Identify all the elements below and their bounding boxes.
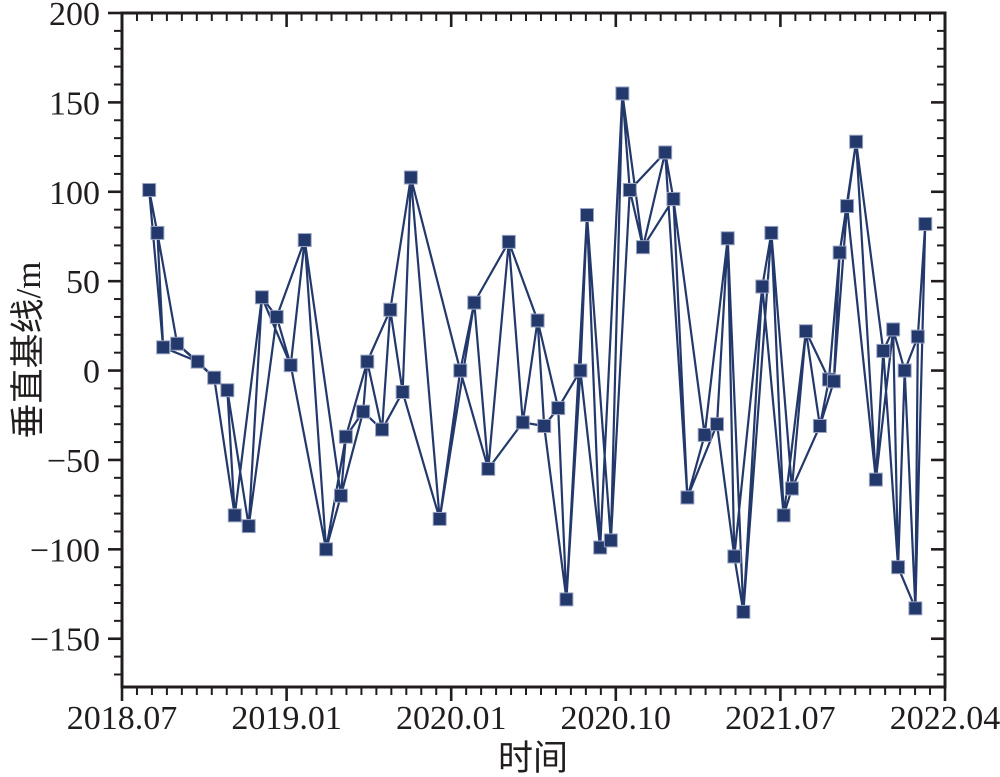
data-point-marker [467,295,482,310]
data-point-marker [283,358,298,373]
x-tick-label: 2020.10 [561,700,672,737]
data-point-marker [622,182,637,197]
data-point-marker [680,490,695,505]
data-point-marker [764,225,779,240]
pair-network-edges [148,93,927,613]
data-point-marker [537,418,552,433]
data-point-marker [254,290,269,305]
data-point-marker [776,508,791,523]
data-point-marker [190,354,205,369]
x-tick-label: 2022.04 [890,700,1000,737]
data-point-marker [551,401,566,416]
data-point-marker [170,336,185,351]
data-point-marker [849,134,864,149]
data-point-marker [333,488,348,503]
x-tick-label: 2020.01 [396,700,507,737]
data-point-marker [403,170,418,185]
y-tick-label: −100 [30,532,100,569]
data-point-marker [784,481,799,496]
data-point-marker [383,302,398,317]
data-point-marker [297,233,312,248]
data-point-marker [207,370,222,385]
data-point-marker [375,422,390,437]
data-point-marker [666,191,681,206]
y-tick-label: 0 [83,354,100,391]
data-point-marker [338,429,353,444]
data-point-marker [579,208,594,223]
data-point-marker [481,461,496,476]
data-point-marker [453,363,468,378]
data-point-marker [227,508,242,523]
data-point-marker [515,415,530,430]
data-point-marker [755,279,770,294]
x-tick-label: 2018.07 [67,700,178,737]
y-tick-label: 50 [66,264,100,301]
plot-frame [120,11,947,689]
data-point-marker [150,225,165,240]
axis-ticks [108,11,947,701]
data-point-marker [360,354,375,369]
data-point-marker [658,145,673,160]
data-point-marker [593,540,608,555]
x-tick-label: 2019.01 [231,700,342,737]
y-tick-label: 100 [49,175,100,212]
data-point-marker [635,240,650,255]
data-point-marker [910,329,925,344]
data-point-marker [603,533,618,548]
data-point-marker [832,245,847,260]
data-point-marker [897,363,912,378]
data-point-marker [727,549,742,564]
data-point-marker [736,604,751,619]
data-point-marker [891,560,906,575]
y-axis-title: 垂直基线/m [9,262,48,439]
data-point-marker [710,417,725,432]
axis-tick-labels: 2018.07 2019.01 2020.01 2020.10 2021.07 2022.… [30,0,1000,737]
data-point-marker [432,511,447,526]
y-tick-label: 150 [49,85,100,122]
baseline-network-series [142,86,933,619]
x-axis-title: 时间 [498,739,568,777]
data-point-marker [501,234,516,249]
data-point-marker [886,322,901,337]
data-point-marker [615,86,630,101]
data-point-marker [573,363,588,378]
data-point-marker [156,340,171,355]
data-point-marker [319,542,334,557]
data-point-marker [868,472,883,487]
y-tick-label: −50 [47,443,100,480]
data-point-marker [356,404,371,419]
x-tick-label: 2021.07 [725,700,836,737]
data-point-marker [720,231,735,246]
data-point-marker [269,309,284,324]
data-point-marker [826,374,841,389]
data-point-marker [559,592,574,607]
data-point-marker [142,182,157,197]
data-point-marker [918,216,933,231]
data-point-marker [697,427,712,442]
data-point-marker [241,519,256,534]
y-tick-label: −150 [30,622,100,659]
data-point-marker [395,385,410,400]
data-point-marker [812,418,827,433]
data-point-marker [840,199,855,214]
data-point-marker [220,383,235,398]
data-point-marker [530,313,545,328]
data-point-marker [798,324,813,339]
data-point-marker [876,343,891,358]
y-tick-label: 200 [49,0,100,33]
data-point-marker [908,601,923,616]
